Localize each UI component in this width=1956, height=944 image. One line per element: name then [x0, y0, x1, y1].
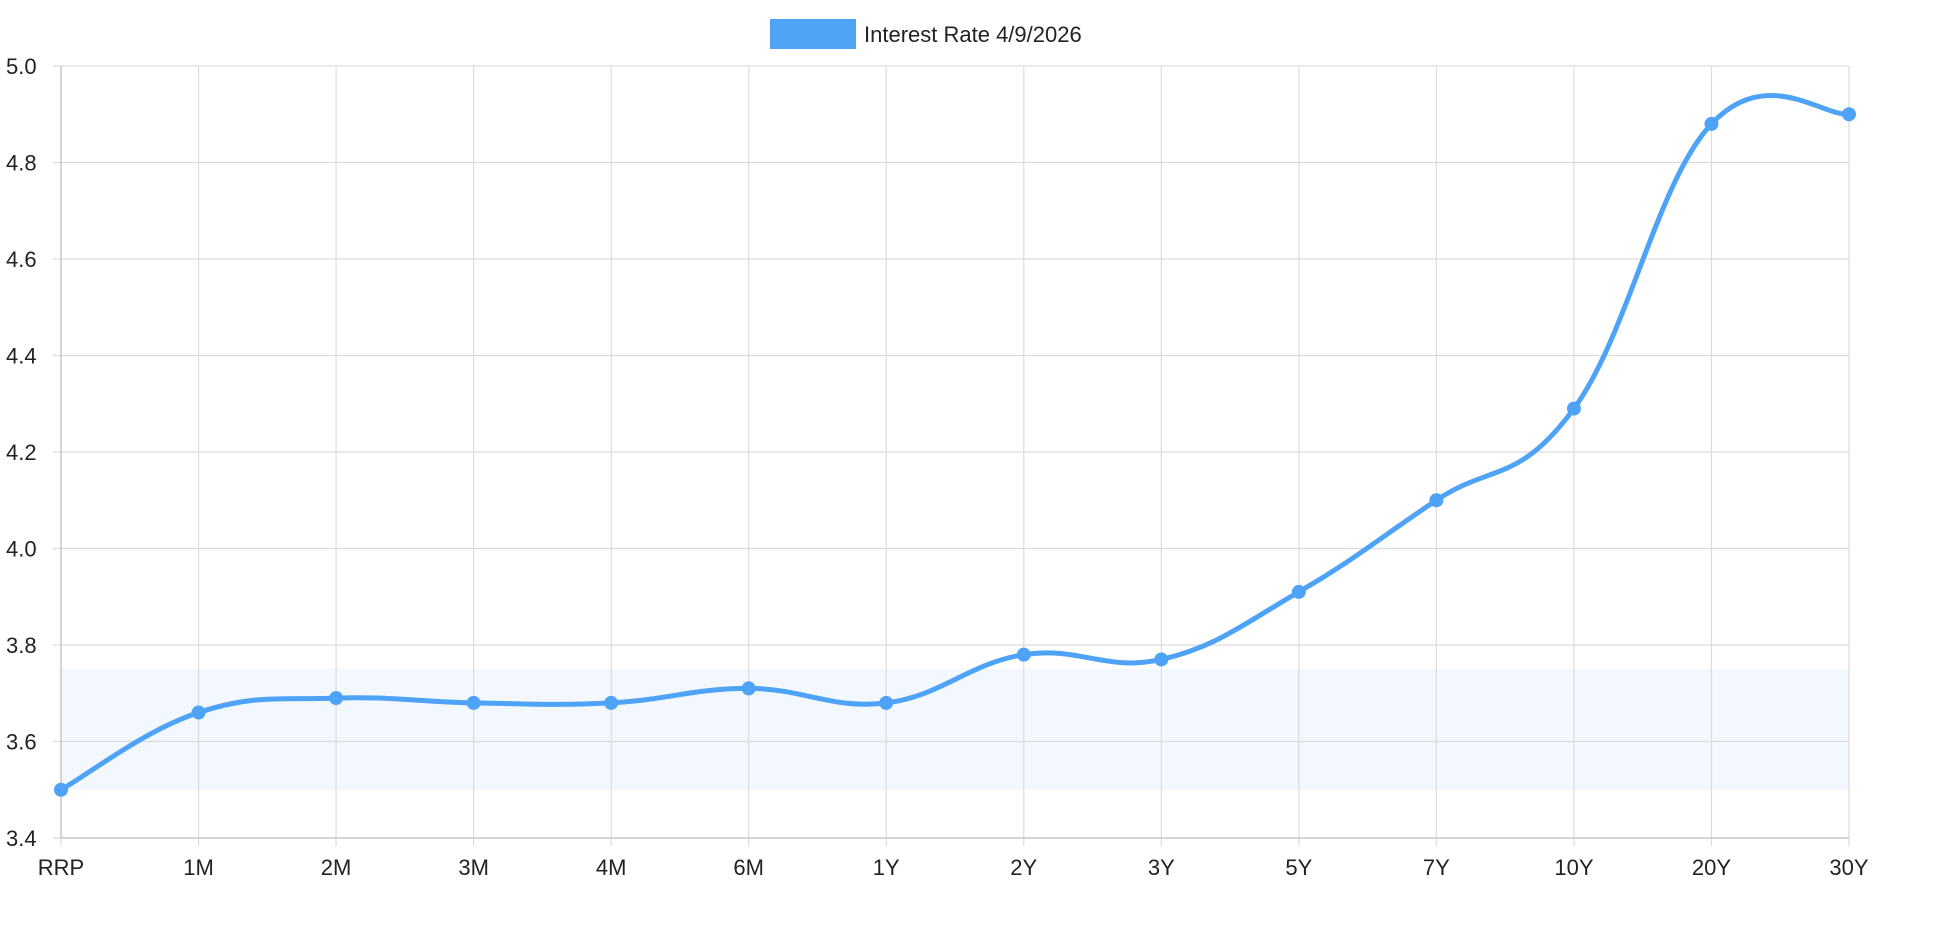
data-point — [191, 705, 206, 720]
grid-layer — [53, 65, 1850, 846]
x-tick-label: 2M — [321, 855, 352, 880]
y-tick-label: 5.0 — [6, 54, 37, 79]
x-tick-label: 2Y — [1010, 855, 1037, 880]
y-tick-label: 4.8 — [6, 151, 37, 176]
data-point — [604, 695, 619, 710]
data-point — [329, 691, 344, 706]
data-point — [1016, 647, 1031, 662]
data-point — [1291, 584, 1306, 599]
data-point — [1566, 401, 1581, 416]
data-point — [54, 782, 68, 797]
y-tick-label: 4.4 — [6, 344, 37, 369]
x-tick-label: 3Y — [1148, 855, 1175, 880]
legend[interactable]: Interest Rate 4/9/2026 — [770, 19, 1082, 49]
x-tick-label: 20Y — [1692, 855, 1731, 880]
y-tick-label: 3.8 — [6, 633, 37, 658]
data-point — [741, 681, 756, 696]
shaded-band-layer — [61, 669, 1849, 790]
y-tick-label: 4.2 — [6, 440, 37, 465]
legend-label[interactable]: Interest Rate 4/9/2026 — [864, 22, 1082, 47]
data-point — [1704, 116, 1719, 131]
data-point — [466, 695, 481, 710]
x-tick-label: 4M — [596, 855, 627, 880]
data-point — [1842, 107, 1856, 122]
series-layer — [54, 92, 1856, 797]
x-tick-label: 1Y — [873, 855, 900, 880]
y-tick-label: 3.4 — [6, 826, 37, 851]
data-point — [1154, 652, 1169, 667]
y-tick-label: 3.6 — [6, 730, 37, 755]
y-tick-label: 4.6 — [6, 247, 37, 272]
x-tick-label: 3M — [458, 855, 489, 880]
data-point — [1429, 493, 1444, 508]
data-point — [879, 695, 894, 710]
x-tick-label: 5Y — [1285, 855, 1312, 880]
shaded-band — [61, 669, 1849, 790]
x-tick-label: 1M — [183, 855, 214, 880]
x-tick-label: 6M — [733, 855, 764, 880]
x-tick-label: 10Y — [1554, 855, 1593, 880]
legend-swatch[interactable] — [770, 19, 856, 49]
y-tick-label: 4.0 — [6, 537, 37, 562]
x-tick-label: 7Y — [1423, 855, 1450, 880]
axis-layer: 3.4 3.6 3.8 4.0 4.2 4.4 4.6 4.8 5.0 RRP 1M 2M 3M 4M 6M… — [6, 54, 1869, 880]
x-tick-label: RRP — [38, 855, 84, 880]
x-tick-label: 30Y — [1829, 855, 1868, 880]
